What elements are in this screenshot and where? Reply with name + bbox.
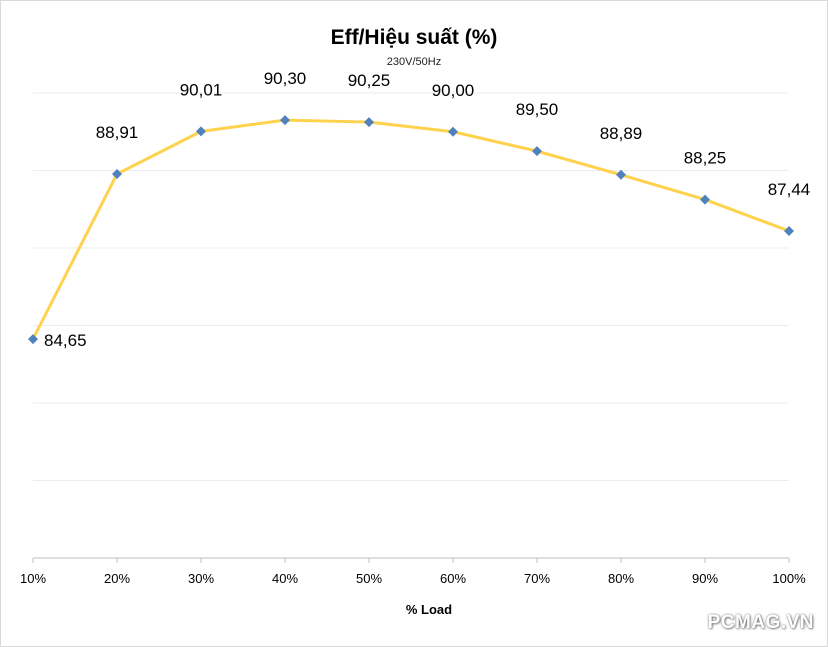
watermark-logo: PCMAG.VN [707, 612, 814, 633]
data-label: 88,89 [600, 124, 643, 143]
data-point [196, 126, 206, 137]
x-tick-label: 80% [608, 571, 634, 586]
x-tick-label: 90% [692, 571, 718, 586]
data-label: 89,50 [516, 100, 559, 119]
data-point [784, 225, 794, 236]
series-efficiency: 84,65 88,91 90,01 90,30 90,25 90,00 89,50 88,89… [28, 69, 810, 350]
data-label: 90,30 [264, 69, 307, 88]
data-point [448, 126, 458, 137]
data-label: 87,44 [768, 180, 811, 199]
data-label: 84,65 [44, 331, 87, 350]
data-label: 88,25 [684, 149, 727, 168]
data-point [616, 169, 626, 180]
x-axis-label: % Load [405, 602, 453, 617]
x-tick-label: 10% [20, 571, 46, 586]
x-tick-label: 50% [356, 571, 382, 586]
data-label: 88,91 [96, 123, 139, 142]
x-axis: 10% 20% 30% 40% 50% 60% 70% 80% 90% 100% [20, 557, 806, 586]
x-tick-label: 60% [440, 571, 466, 586]
data-point [364, 117, 374, 128]
data-point [28, 334, 38, 345]
x-tick-label: 40% [272, 571, 298, 586]
x-tick-label: 30% [188, 571, 214, 586]
data-label: 90,01 [180, 80, 223, 99]
data-label: 90,00 [432, 81, 475, 100]
series-line [31, 118, 790, 340]
data-point [112, 168, 122, 179]
data-point [280, 115, 290, 126]
x-tick-label: 20% [104, 571, 130, 586]
data-point [532, 146, 542, 157]
gridlines [33, 92, 789, 481]
chart-title: Eff/Hiệu suất (%) [330, 26, 498, 49]
data-label: 90,25 [348, 71, 391, 90]
x-tick-label: 70% [524, 571, 550, 586]
x-tick-label: 100% [772, 571, 806, 586]
data-point [700, 194, 710, 205]
chart-subtitle: 230V/50Hz [386, 56, 442, 68]
